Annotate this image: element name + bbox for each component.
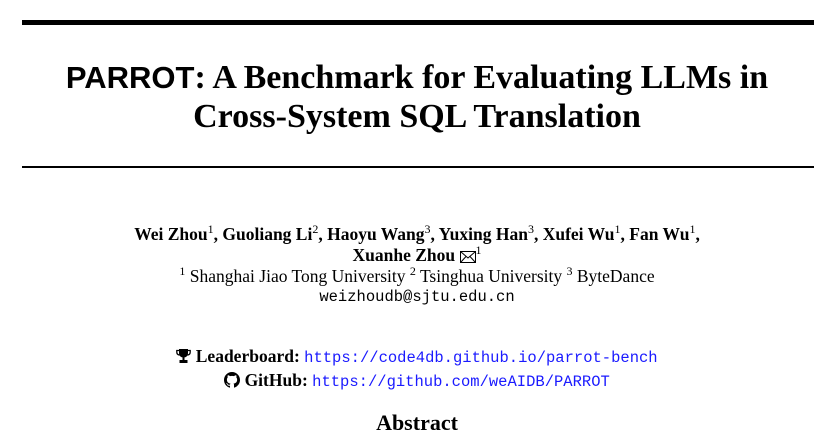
author-affil: 1 bbox=[207, 222, 214, 236]
author-name: Fan Wu bbox=[629, 224, 690, 244]
author-name: Wei Zhou bbox=[134, 224, 208, 244]
title-line-1: PARROT: A Benchmark for Evaluating LLMs … bbox=[0, 58, 834, 97]
abstract-heading: Abstract bbox=[376, 410, 458, 435]
author-block: Wei Zhou1, Guoliang Li2, Haoyu Wang3, Yu… bbox=[0, 222, 834, 308]
author-affil: 1 bbox=[475, 243, 482, 257]
author-name: Xufei Wu bbox=[542, 224, 615, 244]
author-affil: 2 bbox=[312, 222, 319, 236]
author-affil: 3 bbox=[424, 222, 431, 236]
author-list-line-1: Wei Zhou1, Guoliang Li2, Haoyu Wang3, Yu… bbox=[134, 222, 700, 244]
author-list-line-2: Xuanhe Zhou 1 bbox=[0, 243, 834, 266]
author-name: Yuxing Han bbox=[438, 224, 528, 244]
bottom-rule bbox=[22, 166, 814, 168]
affiliation: Tsinghua University bbox=[419, 266, 563, 286]
github-label: GitHub: bbox=[244, 370, 308, 390]
paper-title: PARROT: A Benchmark for Evaluating LLMs … bbox=[0, 58, 834, 136]
author-affil: 1 bbox=[614, 222, 621, 236]
top-rule bbox=[22, 20, 814, 25]
author-email: weizhoudb@sjtu.edu.cn bbox=[319, 288, 515, 306]
author-affil: 3 bbox=[527, 222, 534, 236]
author-name: Haoyu Wang bbox=[327, 224, 425, 244]
title-line-2: Cross-System SQL Translation bbox=[193, 98, 641, 135]
leaderboard-label: Leaderboard: bbox=[195, 346, 300, 366]
author-name: Guoliang Li bbox=[222, 224, 313, 244]
envelope-icon bbox=[459, 245, 476, 265]
system-name: PARROT bbox=[65, 60, 195, 95]
title-line-1-rest: : A Benchmark for Evaluating LLMs in bbox=[194, 59, 769, 96]
resource-links: Leaderboard: https://code4db.github.io/p… bbox=[0, 345, 834, 393]
github-line: GitHub: https://github.com/weAIDB/PARROT bbox=[0, 369, 834, 393]
github-link[interactable]: https://github.com/weAIDB/PARROT bbox=[312, 373, 610, 391]
author-name: Xuanhe Zhou bbox=[352, 245, 456, 265]
affiliation: ByteDance bbox=[576, 266, 655, 286]
github-icon bbox=[224, 370, 241, 390]
affiliations: 1 Shanghai Jiao Tong University 2 Tsingh… bbox=[179, 264, 655, 286]
leaderboard-line: Leaderboard: https://code4db.github.io/p… bbox=[0, 345, 834, 369]
leaderboard-link[interactable]: https://code4db.github.io/parrot-bench bbox=[304, 349, 658, 367]
author-affil: 1 bbox=[689, 222, 696, 236]
affiliation: Shanghai Jiao Tong University bbox=[189, 266, 406, 286]
trophy-icon bbox=[176, 346, 192, 366]
